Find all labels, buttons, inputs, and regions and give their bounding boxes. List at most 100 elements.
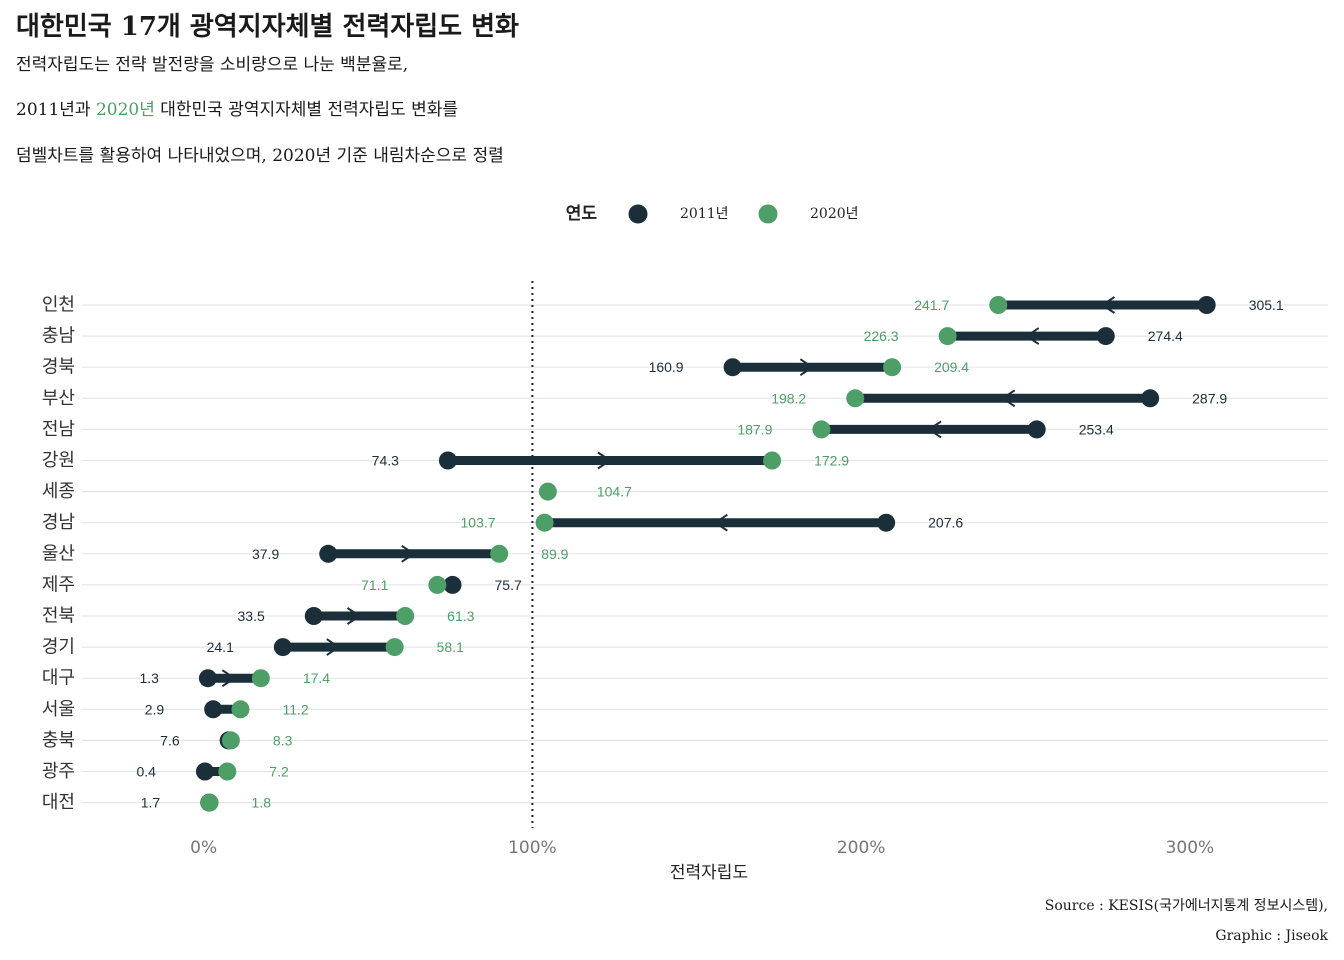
direction-arrow <box>927 420 942 439</box>
point-2011 <box>443 575 462 594</box>
point-2020 <box>221 731 240 750</box>
value-label-2011: 160.9 <box>649 359 684 375</box>
value-label-2020: 226.3 <box>864 328 899 344</box>
value-label-2020: 11.2 <box>282 701 308 717</box>
direction-arrow <box>1024 327 1040 345</box>
point-2011 <box>319 544 338 563</box>
category-label: 세종 <box>42 481 75 502</box>
direction-arrow <box>326 638 341 656</box>
value-label-2011: 7.6 <box>160 732 180 748</box>
point-2011 <box>877 513 896 532</box>
value-label-2020: 209.4 <box>934 359 969 375</box>
legend-title: 연도 <box>566 204 598 224</box>
point-2011 <box>1141 389 1160 408</box>
point-2011 <box>198 669 217 688</box>
point-2020 <box>538 482 557 501</box>
point-2020 <box>535 513 554 532</box>
value-label-2011: 207.6 <box>928 515 963 531</box>
value-label-2020: 71.1 <box>361 577 388 593</box>
value-label-2020: 58.1 <box>437 639 464 655</box>
direction-arrow <box>597 451 612 470</box>
value-label-2020: 103.7 <box>461 515 496 531</box>
category-label: 광주 <box>42 761 75 782</box>
category-label: 전남 <box>42 419 75 440</box>
graphic-credit: Graphic : Jiseok <box>1215 928 1328 944</box>
direction-arrow <box>401 544 416 563</box>
subtitle-highlight-2020: 2020년 <box>95 100 155 120</box>
value-label-2011: 253.4 <box>1079 421 1114 437</box>
point-2020 <box>218 762 237 781</box>
source-caption: Source : KESIS(국가에너지통계 정보시스템), <box>1044 898 1328 914</box>
point-2011 <box>273 638 292 657</box>
subtitle-line-1: 전력자립도는 전략 발전량을 소비량으로 나눈 백분율로, <box>16 55 409 75</box>
point-2020 <box>812 420 831 439</box>
legend-label-2020: 2020년 <box>810 206 859 222</box>
direction-arrow <box>1000 389 1016 408</box>
category-label: 충남 <box>42 326 75 347</box>
legend-dot-2011 <box>628 204 648 224</box>
category-label: 제주 <box>42 574 75 595</box>
category-label: 경북 <box>42 357 75 378</box>
legend-label-2011: 2011년 <box>680 206 729 222</box>
value-label-2011: 33.5 <box>238 608 265 624</box>
value-label-2020: 172.9 <box>814 453 849 469</box>
category-label: 전북 <box>42 606 75 627</box>
value-label-2020: 1.8 <box>252 795 272 811</box>
direction-arrow <box>1100 296 1116 314</box>
x-tick-label: 300% <box>1166 838 1215 858</box>
value-label-2020: 8.3 <box>273 732 293 748</box>
category-label: 인천 <box>42 295 75 316</box>
subtitle-line-2-end: 대한민국 광역지자체별 전력자립도 변화를 <box>154 100 458 120</box>
value-label-2011: 0.4 <box>136 764 156 780</box>
value-label-2011: 305.1 <box>1249 297 1284 313</box>
category-label: 경남 <box>42 512 75 533</box>
value-label-2020: 198.2 <box>771 390 806 406</box>
value-label-2011: 2.9 <box>145 701 165 717</box>
x-tick-label: 100% <box>508 838 557 858</box>
point-2020 <box>846 389 865 408</box>
category-label: 울산 <box>42 543 75 564</box>
point-2020 <box>251 669 270 688</box>
point-2020 <box>200 793 219 812</box>
category-label: 강원 <box>42 450 75 471</box>
value-label-2020: 104.7 <box>597 484 632 500</box>
chart-title: 대한민국 17개 광역지자체별 전력자립도 변화 <box>16 12 519 42</box>
value-label-2011: 287.9 <box>1192 390 1227 406</box>
category-label: 경기 <box>42 637 75 658</box>
point-2020 <box>428 575 447 594</box>
category-label: 대구 <box>42 668 75 689</box>
subtitle-line-2: 2011년과 2020년 대한민국 광역지자체별 전력자립도 변화를 <box>16 95 458 120</box>
value-label-2020: 89.9 <box>541 546 568 562</box>
point-2020 <box>396 607 415 625</box>
value-label-2011: 1.3 <box>139 670 159 686</box>
value-label-2020: 241.7 <box>914 297 949 313</box>
point-2011 <box>204 700 223 719</box>
x-tick-label: 0% <box>190 838 217 858</box>
direction-arrow <box>713 513 728 532</box>
value-label-2020: 187.9 <box>737 421 772 437</box>
legend-dot-2020 <box>758 204 778 224</box>
point-2020 <box>883 358 902 377</box>
value-label-2011: 24.1 <box>207 639 234 655</box>
point-2020 <box>490 544 509 563</box>
x-axis-label: 전력자립도 <box>670 863 748 883</box>
subtitle-line-2-start: 2011년과 <box>16 100 96 120</box>
value-label-2011: 1.7 <box>141 795 161 811</box>
point-2020 <box>385 638 404 657</box>
point-2020 <box>763 451 782 470</box>
value-label-2020: 61.3 <box>447 608 474 624</box>
category-label: 충북 <box>42 730 75 751</box>
category-label: 서울 <box>42 699 75 720</box>
point-2011 <box>195 762 214 781</box>
point-2011 <box>304 607 323 625</box>
point-2020 <box>989 296 1008 314</box>
category-label: 대전 <box>42 792 75 813</box>
value-label-2011: 274.4 <box>1148 328 1183 344</box>
point-2020 <box>231 700 250 719</box>
value-label-2020: 17.4 <box>303 670 330 686</box>
point-2011 <box>438 451 457 470</box>
point-2020 <box>938 327 957 346</box>
value-label-2011: 74.3 <box>372 453 399 469</box>
value-label-2011: 75.7 <box>495 577 522 593</box>
